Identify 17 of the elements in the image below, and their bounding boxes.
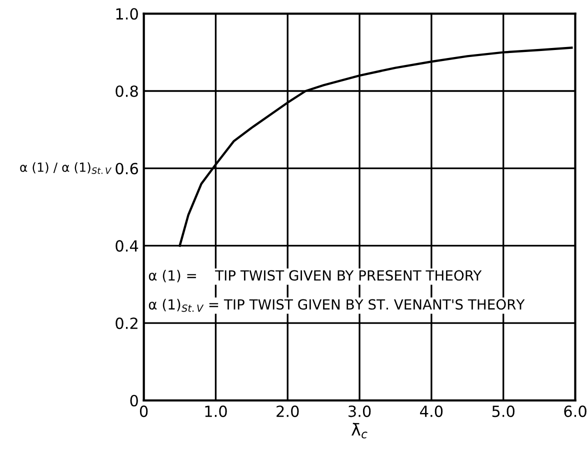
x-tick-label: 6.0 bbox=[564, 406, 586, 418]
x-tick-label: 0 bbox=[140, 406, 148, 418]
y-tick-label: 0.2 bbox=[116, 318, 138, 330]
x-tick-label: 1.0 bbox=[205, 406, 227, 418]
annotation: α (1)$_{St.V}$ = TIP TWIST GIVEN BY ST. VENANT'S THEORY bbox=[148, 298, 525, 312]
x-tick-label: 5.0 bbox=[492, 406, 514, 418]
y-tick-label: 0.4 bbox=[116, 240, 138, 252]
y-tick-label: 0 bbox=[130, 394, 138, 406]
x-tick-label: 2.0 bbox=[276, 406, 299, 418]
x-axis-title: λ̄$_{c}$ bbox=[352, 422, 368, 438]
y-tick-label: 1.0 bbox=[116, 8, 138, 20]
y-tick-label: 0.8 bbox=[116, 85, 138, 98]
x-tick-label: 3.0 bbox=[348, 406, 371, 418]
annotation: α (1) = TIP TWIST GIVEN BY PRESENT THEORY bbox=[148, 270, 482, 282]
y-tick-label: 0.6 bbox=[116, 162, 138, 174]
x-tick-label: 4.0 bbox=[420, 406, 443, 418]
y-axis-title: α (1) / α (1)$_{St.V}$ bbox=[20, 162, 112, 174]
